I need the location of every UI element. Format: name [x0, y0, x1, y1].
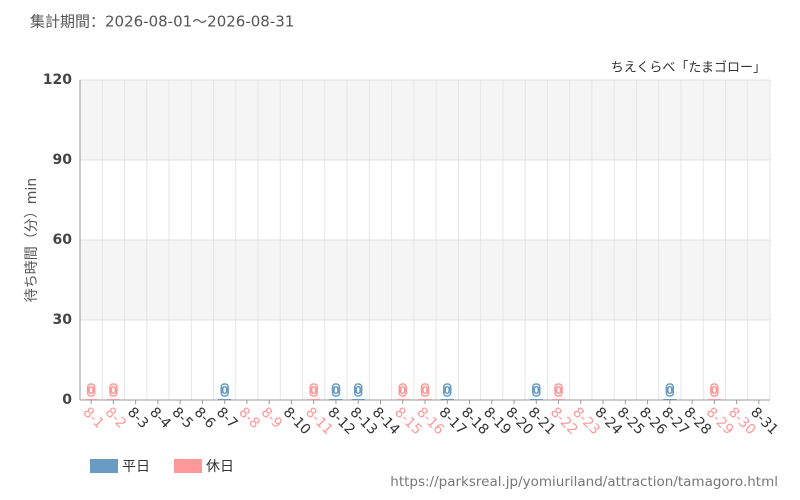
bar — [106, 399, 121, 400]
source-url: https://parksreal.jp/yomiuriland/attract… — [390, 474, 778, 490]
data-label-box — [710, 383, 719, 397]
data-label: 0 — [555, 384, 563, 397]
bar — [529, 399, 543, 400]
data-label: 0 — [110, 384, 118, 397]
bar — [351, 399, 365, 400]
bar — [418, 399, 432, 400]
data-label-box — [532, 383, 541, 397]
data-label: 0 — [221, 384, 229, 397]
x-tick-label: 8-2 — [102, 404, 129, 431]
x-tick-label: 8-7 — [213, 404, 240, 431]
data-label: 0 — [87, 384, 95, 397]
grid-band — [80, 80, 770, 160]
data-label-box — [554, 383, 563, 397]
x-tick-label: 8-3 — [124, 404, 151, 431]
bar — [84, 399, 98, 400]
y-axis-label: 待ち時間（分）min — [24, 178, 40, 302]
data-label-box — [309, 383, 318, 397]
y-tick-label: 120 — [43, 72, 72, 88]
data-label-box — [443, 383, 452, 397]
data-label-box — [353, 383, 363, 397]
x-tick-label: 8-4 — [146, 404, 174, 432]
data-label-box — [109, 383, 118, 397]
x-tick-label: 8-8 — [235, 404, 262, 431]
data-label: 0 — [666, 384, 674, 397]
legend-label: 平日 — [122, 459, 150, 475]
bar — [663, 399, 677, 400]
data-label: 0 — [443, 384, 451, 397]
legend-label: 休日 — [206, 459, 234, 475]
data-label: 0 — [711, 384, 719, 397]
bar — [396, 399, 410, 400]
x-tick-label: 8-1 — [79, 404, 106, 431]
data-label: 0 — [421, 384, 429, 397]
grid-band — [80, 240, 770, 320]
bar — [307, 399, 321, 400]
data-label: 0 — [532, 384, 540, 397]
data-label-box — [398, 383, 407, 397]
x-tick-label: 8-6 — [191, 404, 219, 432]
chart-title: 集計期間：2026-08-01～2026-08-31 — [30, 13, 294, 31]
data-label: 0 — [310, 384, 318, 397]
chart-subtitle: ちえくらべ「たまゴロー」 — [611, 60, 766, 76]
bar — [218, 399, 232, 400]
y-tick-label: 0 — [62, 392, 72, 408]
x-tick-label: 8-9 — [258, 404, 285, 431]
legend-swatch — [174, 459, 202, 473]
bar — [707, 399, 722, 400]
data-label: 0 — [354, 384, 362, 397]
y-tick-label: 30 — [53, 312, 73, 328]
data-label-box — [86, 383, 96, 397]
data-label-box — [665, 383, 675, 397]
data-label-box — [420, 383, 430, 397]
data-label-box — [331, 383, 341, 397]
legend-swatch — [90, 459, 118, 473]
x-tick-label: 8-5 — [169, 404, 196, 431]
bar — [551, 399, 566, 400]
bar — [329, 399, 343, 400]
data-label-box — [220, 383, 229, 397]
data-label: 0 — [332, 384, 340, 397]
bar — [440, 399, 454, 400]
y-tick-label: 60 — [53, 232, 73, 248]
data-label: 0 — [399, 384, 407, 397]
y-tick-label: 90 — [53, 152, 73, 168]
